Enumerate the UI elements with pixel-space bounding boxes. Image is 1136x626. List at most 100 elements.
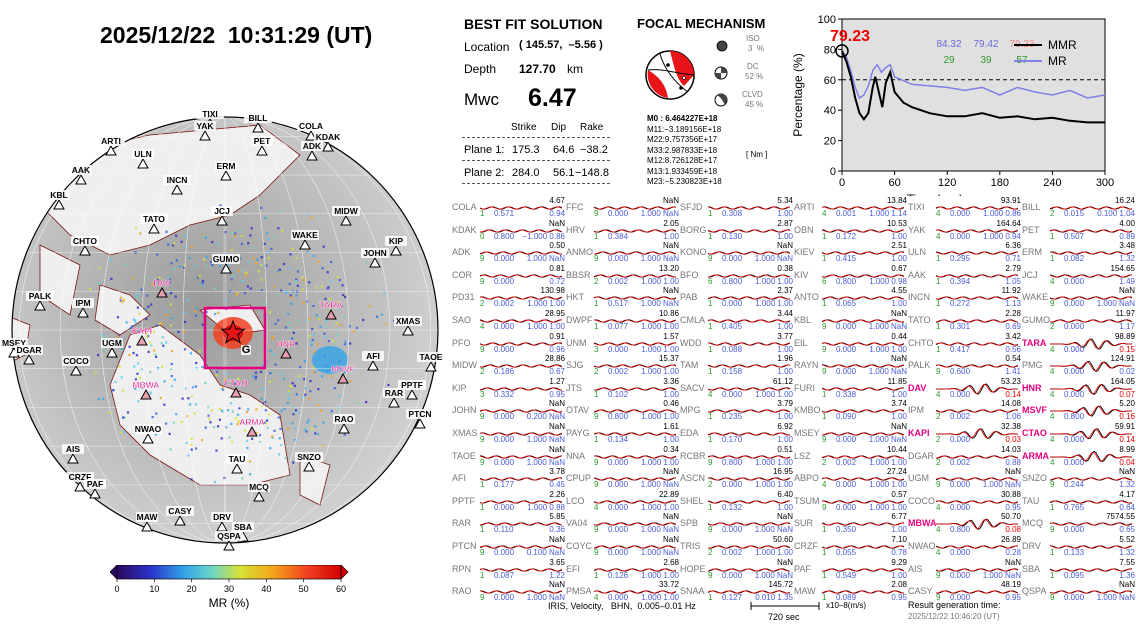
station-marker-uln[interactable]	[137, 157, 149, 169]
station-label-palk: PALK	[29, 291, 52, 301]
quality-index: 9	[708, 570, 713, 580]
mr-stat-bottom: 39	[980, 55, 992, 66]
station-code: EFI	[566, 563, 581, 574]
station-marker-chto[interactable]	[79, 244, 91, 256]
station-code: SNZO	[1022, 473, 1048, 484]
station-marker-paf[interactable]	[89, 487, 101, 499]
waveform-abpo: ABPO 27.24 4 0.000 1.000 1.00	[792, 467, 907, 490]
amplitude: 13.84	[886, 196, 907, 205]
station-label-crzf: CRZF	[69, 472, 92, 482]
station-code: KAPI	[908, 428, 930, 438]
station-code: JOHN	[452, 405, 477, 416]
station-marker-tato[interactable]	[148, 222, 160, 234]
station-marker-palk[interactable]	[34, 299, 46, 311]
correlation: 0.571	[494, 209, 515, 218]
correlation: 0.000	[722, 525, 743, 535]
station-code: ANTO	[794, 292, 819, 303]
station-marker-dav[interactable]	[156, 286, 168, 298]
station-marker-afi[interactable]	[367, 359, 379, 371]
variance-ratio: 0.08	[1005, 525, 1021, 535]
waveform-trace	[822, 567, 904, 572]
correlation: 0.134	[608, 435, 629, 444]
quality-index: 4	[594, 502, 599, 512]
station-marker-john[interactable]	[369, 256, 381, 268]
correlation: 0.000	[722, 570, 743, 580]
station-marker-kip[interactable]	[390, 244, 402, 256]
synthetic-trace	[822, 251, 904, 255]
waveform-trace	[1050, 228, 1132, 233]
station-marker-taoe[interactable]	[425, 360, 437, 372]
station-marker-midw[interactable]	[340, 214, 352, 226]
correlation: 0.133	[1064, 548, 1085, 557]
amplitude: 50.60	[772, 535, 793, 544]
station-marker-qspa[interactable]	[223, 539, 235, 551]
synthetic-trace	[480, 274, 562, 278]
station-marker-ipm[interactable]	[77, 306, 89, 318]
synthetic-trace	[480, 387, 562, 391]
synthetic-trace	[594, 522, 676, 526]
station-marker-ctao[interactable]	[230, 386, 242, 398]
station-code: CHTO	[908, 337, 934, 348]
station-marker-rar[interactable]	[388, 396, 400, 408]
station-marker-nwao[interactable]	[142, 432, 154, 444]
waveform-trace	[480, 522, 562, 527]
station-marker-casy[interactable]	[174, 514, 186, 526]
station-marker-wake[interactable]	[299, 238, 311, 250]
station-marker-snzo[interactable]	[303, 460, 315, 472]
station-marker-bill[interactable]	[252, 121, 264, 133]
station-marker-xmas[interactable]	[402, 324, 414, 336]
waveform-trace	[1050, 522, 1132, 527]
station-marker-mbwa[interactable]	[140, 388, 152, 400]
station-marker-erm[interactable]	[220, 169, 232, 181]
station-marker-maw[interactable]	[141, 520, 153, 532]
station-code: KMBO	[794, 405, 821, 416]
station-label-qspa: QSPA	[217, 531, 240, 541]
station-marker-rao[interactable]	[338, 422, 350, 434]
synthetic-trace	[480, 206, 562, 210]
station-marker-ais[interactable]	[67, 452, 79, 464]
synthetic-trace	[1050, 568, 1132, 572]
station-marker-ugm[interactable]	[106, 346, 118, 358]
station-marker-msvf[interactable]	[337, 372, 349, 384]
station-marker-gumo[interactable]	[220, 262, 232, 274]
quality-index: 1	[822, 254, 827, 264]
quality-index: 9	[822, 322, 827, 331]
station-marker-arti[interactable]	[105, 144, 117, 156]
variance-ratio: 0.04	[1119, 457, 1135, 467]
station-marker-coco[interactable]	[70, 364, 82, 376]
station-code: DWPF	[566, 315, 593, 325]
station-code: TARA	[1022, 337, 1047, 348]
station-marker-tau[interactable]	[231, 462, 243, 474]
correlation: 0.177	[494, 480, 515, 490]
station-marker-crzf[interactable]	[74, 480, 86, 492]
station-marker-kdak[interactable]	[322, 140, 334, 152]
mr-chart: 0 20 40 60 80 100 0 60 120 180 240 300 Time (sec) Per…	[791, 14, 1114, 196]
station-label-yak: YAK	[196, 121, 214, 131]
station-marker-aak[interactable]	[75, 173, 87, 185]
waveform-adk: ADK 0.50 9 0.000 1.000 NaN	[450, 241, 565, 264]
station-marker-dgar[interactable]	[23, 353, 35, 365]
station-marker-kbl[interactable]	[53, 198, 65, 210]
station-marker-pptf[interactable]	[406, 388, 418, 400]
station-marker-yak[interactable]	[199, 129, 211, 141]
station-marker-mcq[interactable]	[253, 490, 265, 502]
station-marker-tara[interactable]	[325, 308, 337, 320]
station-marker-incn[interactable]	[171, 183, 183, 195]
station-marker-adk[interactable]	[306, 149, 318, 161]
variance-ratio: −1.000 0.86	[522, 231, 565, 241]
station-marker-arma[interactable]	[246, 425, 258, 437]
station-marker-jcj[interactable]	[216, 214, 228, 226]
variance-ratio: 1.000 1.00	[755, 457, 793, 467]
station-marker-cola[interactable]	[305, 129, 317, 141]
amplitude: 4.67	[549, 196, 565, 205]
waveform-trace	[480, 206, 562, 210]
correlation: 0.000	[950, 231, 971, 241]
station-marker-pet[interactable]	[256, 144, 268, 156]
station-marker-hnr[interactable]	[280, 347, 292, 359]
amplitude: NaN	[1118, 580, 1135, 590]
variance-ratio: 0.14	[1005, 389, 1021, 399]
quality-index: 4	[480, 322, 485, 331]
station-marker-ptcn[interactable]	[414, 417, 426, 429]
legend-label: MR	[1048, 54, 1067, 68]
station-marker-kapi[interactable]	[136, 334, 148, 346]
